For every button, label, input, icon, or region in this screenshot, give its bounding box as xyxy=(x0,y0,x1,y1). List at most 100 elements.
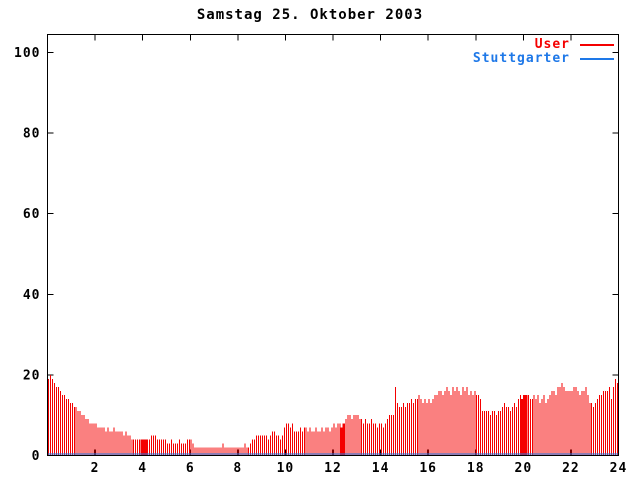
user-impulse-bar xyxy=(327,427,329,455)
user-impulse-bar xyxy=(587,395,589,455)
user-impulse-bar xyxy=(113,427,115,455)
user-impulse-bar xyxy=(210,447,212,455)
user-impulse-bar xyxy=(523,395,526,455)
user-impulse-bar xyxy=(367,423,369,455)
user-impulse-bar xyxy=(153,435,155,455)
user-impulse-bar xyxy=(190,439,192,455)
y-tick-label: 60 xyxy=(23,207,41,222)
user-impulse-bar xyxy=(412,403,414,455)
user-impulse-bar xyxy=(139,439,141,455)
user-impulse-bar xyxy=(428,399,430,455)
user-impulse-bar xyxy=(315,427,317,455)
user-impulse-bar xyxy=(87,419,89,455)
y-tick-label: 80 xyxy=(23,127,41,142)
user-impulse-bar xyxy=(573,386,575,455)
user-impulse-bar xyxy=(375,423,377,455)
user-impulse-bar xyxy=(340,427,344,455)
user-impulse-bar xyxy=(502,407,504,455)
user-impulse-bar xyxy=(244,443,246,455)
user-impulse-bar xyxy=(140,439,143,455)
user-impulse-bar xyxy=(442,395,444,455)
user-impulse-bar xyxy=(337,423,339,455)
user-impulse-bar xyxy=(571,391,573,455)
user-impulse-bar xyxy=(248,447,250,455)
user-impulse-bar xyxy=(448,391,450,455)
user-impulse-bar xyxy=(430,403,432,455)
user-impulse-bar xyxy=(317,431,319,455)
user-impulse-bar xyxy=(379,423,381,455)
user-impulse-bar xyxy=(575,386,577,455)
user-impulse-bar xyxy=(69,403,71,455)
user-impulse-bar xyxy=(567,391,569,455)
user-impulse-bar xyxy=(81,415,83,455)
user-impulse-bar xyxy=(353,415,355,455)
user-impulse-bar xyxy=(238,447,240,455)
x-tick-label: 12 xyxy=(324,461,342,476)
user-impulse-bar xyxy=(242,447,244,455)
user-impulse-bar xyxy=(77,411,79,455)
user-impulse-bar xyxy=(551,391,553,455)
user-impulse-bar xyxy=(529,399,531,455)
user-impulse-bar xyxy=(539,403,541,455)
user-impulse-bar xyxy=(240,447,242,455)
user-impulse-bar xyxy=(281,435,283,455)
user-impulse-bar xyxy=(432,399,434,455)
user-impulse-bar xyxy=(355,415,357,455)
user-impulse-bar xyxy=(456,386,458,455)
user-impulse-bar xyxy=(438,391,440,455)
user-impulse-bar xyxy=(67,399,69,455)
user-impulse-bar xyxy=(159,439,161,455)
user-impulse-bar xyxy=(170,439,172,455)
user-impulse-bar xyxy=(184,443,186,455)
user-impulse-bar xyxy=(107,427,109,455)
user-impulse-bar xyxy=(349,415,351,455)
user-impulse-bar xyxy=(462,386,464,455)
user-impulse-bar xyxy=(258,435,260,455)
user-impulse-bar xyxy=(246,447,248,455)
user-impulse-bar xyxy=(599,395,601,455)
user-impulse-bar xyxy=(525,395,528,455)
user-impulse-bar xyxy=(61,395,63,455)
y-tick-label: 20 xyxy=(23,368,41,383)
user-impulse-bar xyxy=(418,395,420,455)
user-impulse-bar xyxy=(289,427,291,455)
user-impulse-bar xyxy=(55,386,57,455)
user-impulse-bar xyxy=(513,403,515,455)
user-impulse-bar xyxy=(531,399,533,455)
user-impulse-bar xyxy=(329,431,331,455)
user-impulse-bar xyxy=(174,443,176,455)
user-impulse-bar xyxy=(331,427,333,455)
user-impulse-bar xyxy=(305,427,307,455)
user-impulse-bar xyxy=(446,386,448,455)
user-impulse-bar xyxy=(85,419,87,455)
user-impulse-bar xyxy=(381,423,383,455)
user-impulse-bar xyxy=(51,378,53,455)
user-impulse-bar xyxy=(559,386,561,455)
user-impulse-bar xyxy=(155,435,157,455)
user-impulse-bar xyxy=(311,431,313,455)
user-impulse-bar xyxy=(478,395,480,455)
user-impulse-bar xyxy=(400,407,402,455)
x-tick-label: 22 xyxy=(562,461,580,476)
user-impulse-bar xyxy=(260,435,262,455)
user-impulse-bar xyxy=(464,391,466,455)
user-impulse-bar xyxy=(335,427,337,455)
user-impulse-bar xyxy=(151,435,153,455)
user-impulse-bar xyxy=(496,415,498,455)
user-impulse-bar xyxy=(484,411,486,455)
user-impulse-bar xyxy=(503,403,505,455)
user-impulse-bar xyxy=(420,399,422,455)
user-impulse-bar xyxy=(137,439,139,455)
x-tick-label: 8 xyxy=(233,461,242,476)
user-impulse-bar xyxy=(492,411,494,455)
user-impulse-bar xyxy=(498,411,500,455)
user-impulse-bar xyxy=(414,399,416,455)
user-impulse-bar xyxy=(597,399,599,455)
user-impulse-bar xyxy=(553,391,555,455)
user-impulse-bar xyxy=(319,431,321,455)
user-impulse-bar xyxy=(274,431,276,455)
user-impulse-bar xyxy=(408,403,410,455)
user-impulse-bar xyxy=(345,419,347,455)
user-impulse-bar xyxy=(192,443,194,455)
